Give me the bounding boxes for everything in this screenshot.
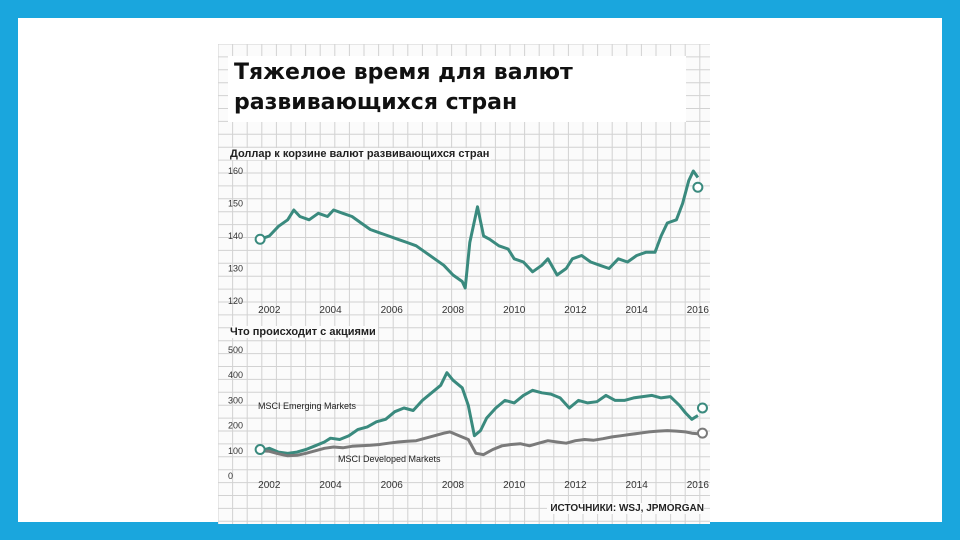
series-label-emerging: MSCI Emerging Markets xyxy=(258,401,357,411)
top-chart-x-tick-label: 2010 xyxy=(503,305,526,316)
top-chart-end-marker xyxy=(692,181,704,193)
slide-canvas: 120 130 140 150 160 2002 2004 2006 2008 2010 2012 2… xyxy=(18,18,942,524)
bottom-chart-x-tick-label: 2008 xyxy=(442,480,465,491)
bottom-chart-x-tick-label: 2016 xyxy=(687,480,710,491)
bottom-chart-y-tick-label: 200 xyxy=(228,421,243,431)
bottom-chart-y-tick-label: 400 xyxy=(228,370,243,380)
bottom-chart-end-marker xyxy=(696,427,708,439)
series-label-developed: MSCI Developed Markets xyxy=(338,454,441,464)
bottom-chart-x-tick-label: 2006 xyxy=(381,480,404,491)
top-chart-x-tick-label: 2004 xyxy=(319,305,342,316)
top-chart-x-tick-label: 2006 xyxy=(381,305,404,316)
top-chart-x-tick-label: 2002 xyxy=(258,305,281,316)
top-chart-y-tick-label: 140 xyxy=(228,231,243,241)
bottom-chart-x-tick-label: 2010 xyxy=(503,480,526,491)
chart-title-box: Тяжелое время для валют развивающихся ст… xyxy=(228,56,686,122)
top-chart-x-tick-label: 2016 xyxy=(687,305,710,316)
chart-title-line-1: Тяжелое время для валют xyxy=(234,60,573,85)
top-chart-x-tick-label: 2012 xyxy=(564,305,587,316)
chart-title-line-2: развивающихся стран xyxy=(234,90,518,115)
top-chart-y-tick-label: 120 xyxy=(228,296,243,306)
bottom-panel-title: Что происходит с акциями xyxy=(230,326,378,338)
bottom-chart-x-tick-label: 2004 xyxy=(319,480,342,491)
sources-note: ИСТОЧНИКИ: WSJ, JPMORGAN xyxy=(547,503,704,514)
top-panel-title: Доллар к корзине валют развивающихся стр… xyxy=(230,148,492,160)
bottom-chart-layer: 0 100 200 300 400 500 2002 2004 2006 2008 2010 2012… xyxy=(228,345,709,491)
bottom-chart-y-tick-label: 300 xyxy=(228,395,243,405)
bottom-chart-y-tick-label: 100 xyxy=(228,446,243,456)
top-chart-y-tick-label: 130 xyxy=(228,264,243,274)
bottom-chart-start-marker xyxy=(254,444,266,456)
top-chart-x-tick-label: 2014 xyxy=(626,305,649,316)
bottom-chart-y-tick-label: 0 xyxy=(228,471,233,481)
bottom-chart-x-tick-label: 2002 xyxy=(258,480,281,491)
top-chart-start-marker xyxy=(254,233,266,245)
chart-figure: 120 130 140 150 160 2002 2004 2006 2008 2010 2012 2… xyxy=(218,44,710,524)
bottom-chart-x-tick-label: 2014 xyxy=(626,480,649,491)
bottom-chart-x-tick-label: 2012 xyxy=(564,480,587,491)
top-chart-series-line-0 xyxy=(259,169,700,290)
bottom-chart-series-line-0 xyxy=(259,371,699,455)
bottom-chart-y-tick-label: 500 xyxy=(228,345,243,355)
bottom-chart-end-marker xyxy=(696,402,708,414)
top-chart-layer: 120 130 140 150 160 2002 2004 2006 2008 2010 2012 2… xyxy=(228,166,709,316)
bottom-chart-series-line-1 xyxy=(260,429,699,458)
top-chart-y-tick-label: 160 xyxy=(228,166,243,176)
top-chart-y-tick-label: 150 xyxy=(228,199,243,209)
top-chart-x-tick-label: 2008 xyxy=(442,305,465,316)
